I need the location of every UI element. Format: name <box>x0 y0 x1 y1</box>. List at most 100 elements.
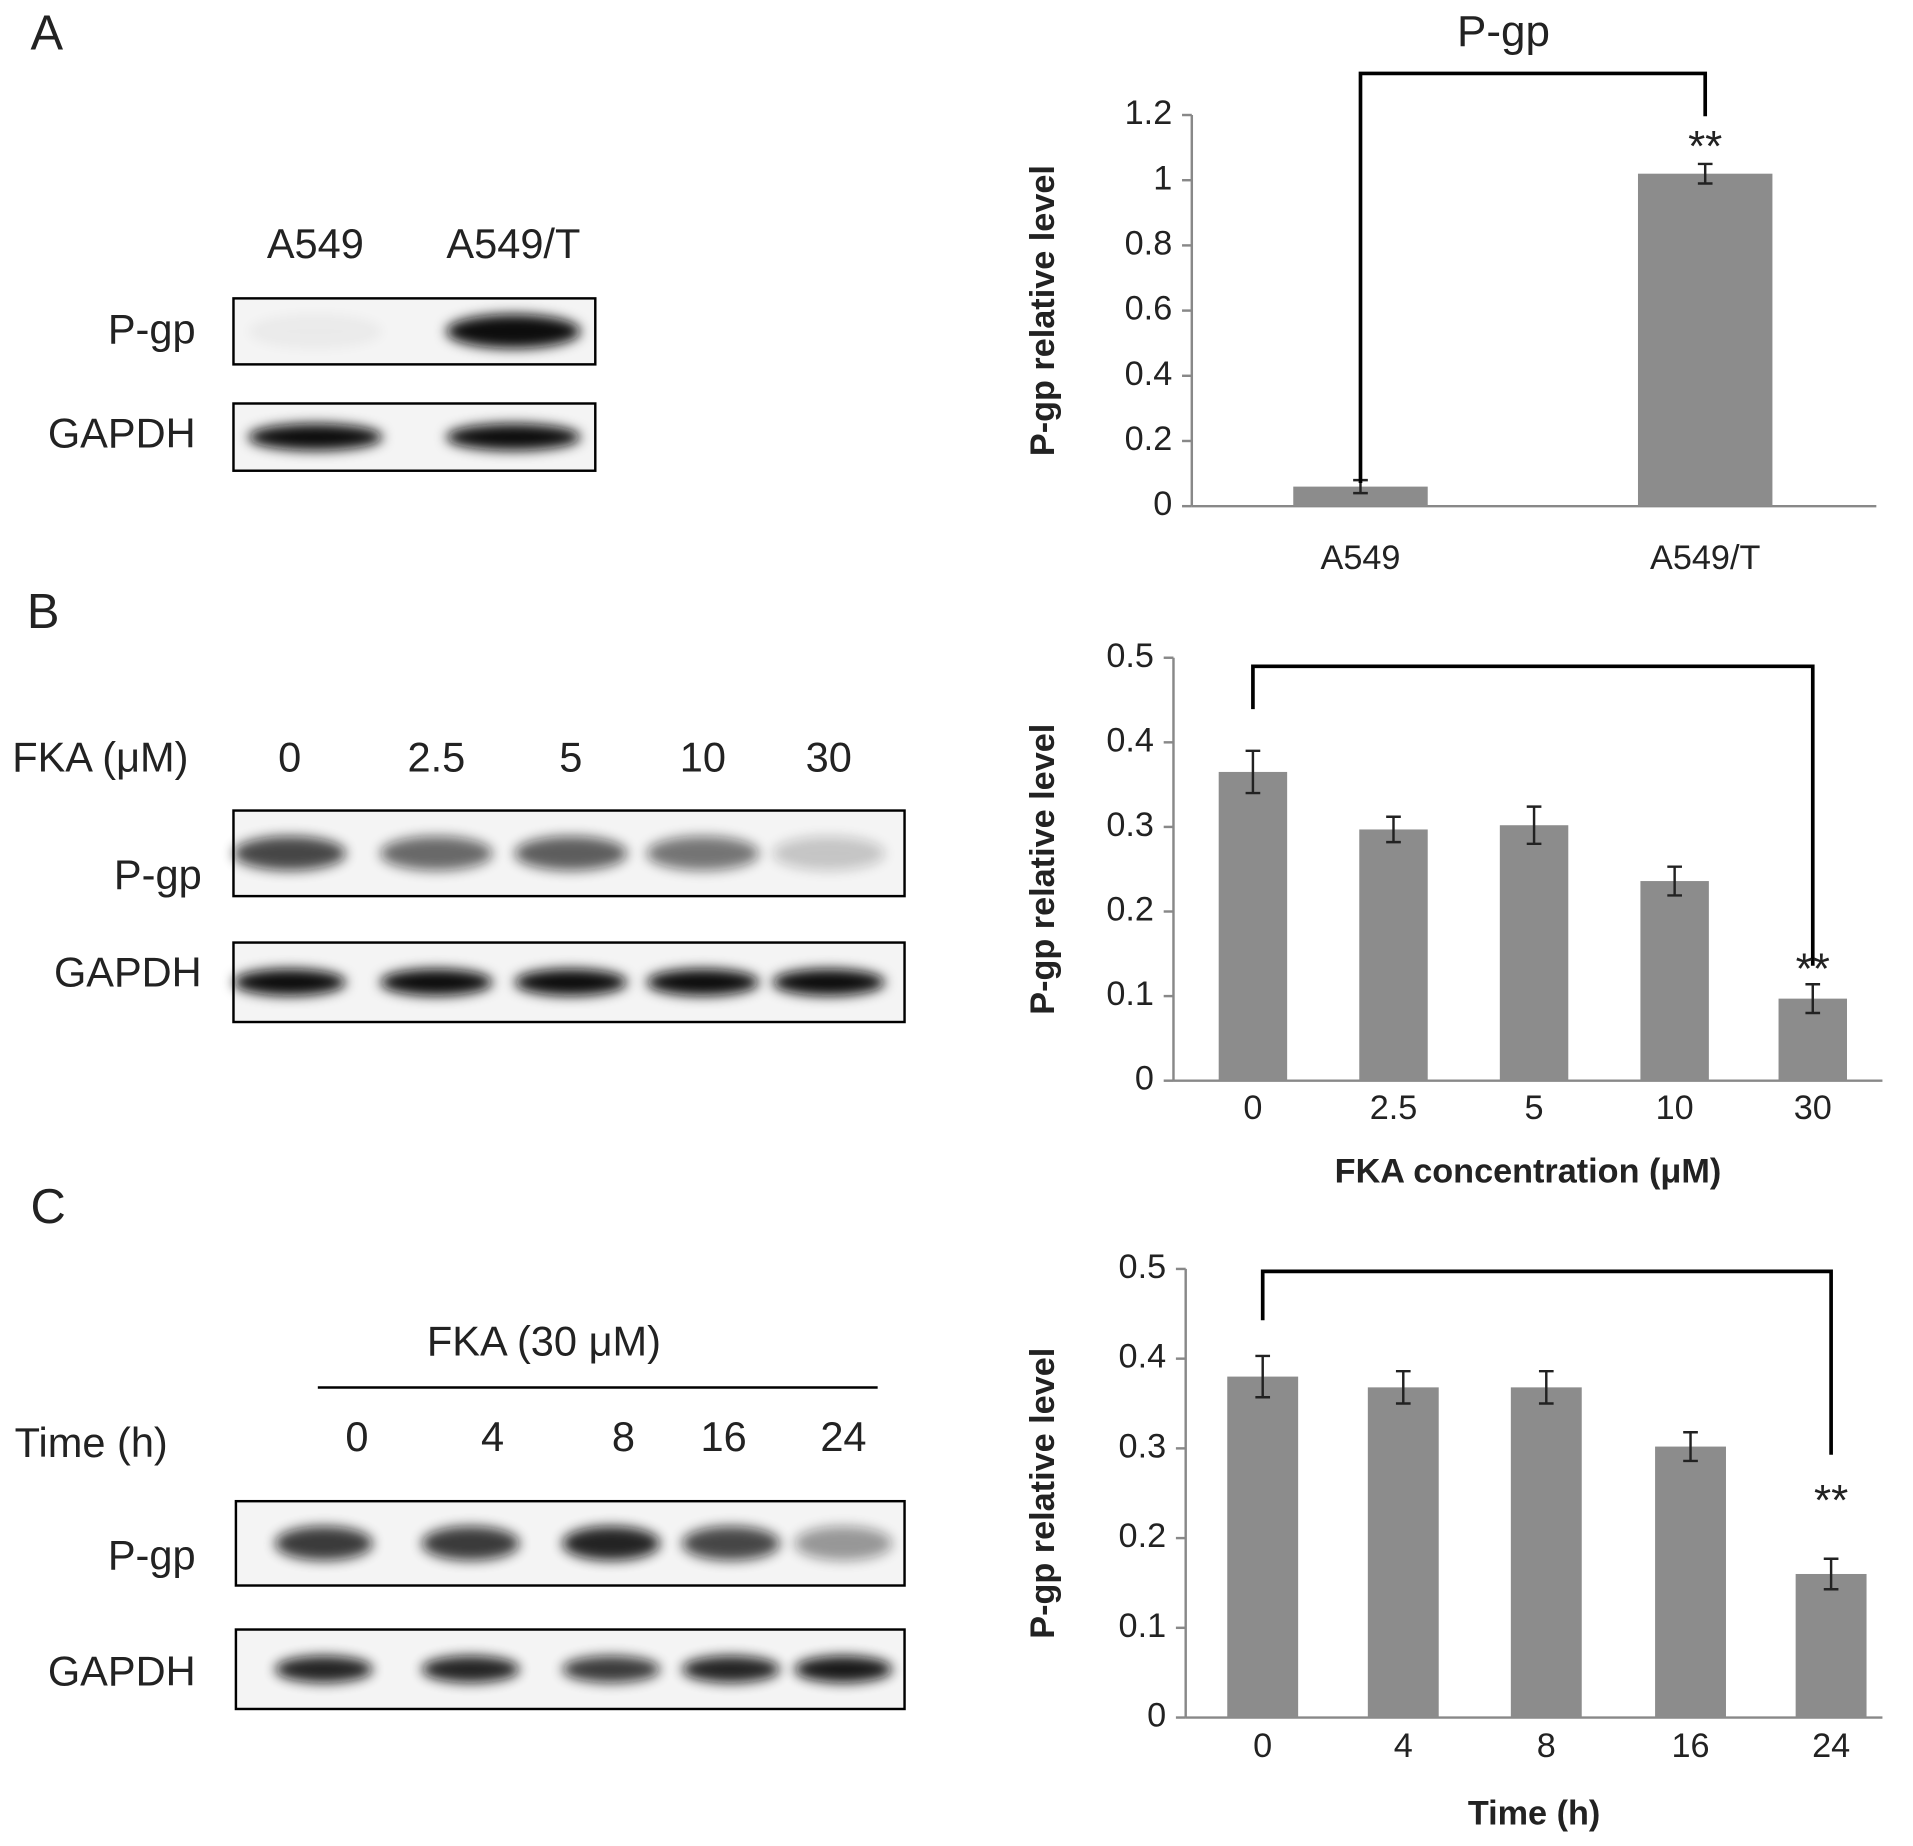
error-bar <box>1395 1369 1411 1405</box>
x-tick-label: 24 <box>1812 1727 1850 1765</box>
blot-band <box>233 836 346 871</box>
panel-label: B <box>27 585 60 639</box>
y-tick-label: 0.4 <box>1119 1338 1167 1376</box>
x-tick-label: 4 <box>1394 1727 1413 1765</box>
lane-label: A549/T <box>446 220 580 267</box>
blot-band <box>275 1526 373 1561</box>
error-bar <box>1667 865 1682 897</box>
error-bar <box>1697 162 1713 185</box>
y-tick-label: 0.2 <box>1119 1517 1167 1555</box>
blot-band <box>275 1655 373 1683</box>
y-tick-label: 0.2 <box>1125 420 1173 458</box>
y-tick-label: 0.5 <box>1106 637 1154 675</box>
error-bar <box>1255 1354 1271 1399</box>
x-tick-label: 5 <box>1525 1089 1544 1127</box>
chart-title: P-gp <box>1457 7 1550 56</box>
y-tick-label: 0.3 <box>1119 1427 1167 1465</box>
x-tick-label: 0 <box>1243 1089 1262 1127</box>
significance-bracket <box>1260 1269 1833 1455</box>
significance-bracket <box>1358 71 1708 483</box>
row-label: GAPDH <box>54 949 202 996</box>
blot-band <box>446 314 581 349</box>
row-label: GAPDH <box>48 409 196 456</box>
blot-band <box>646 968 760 996</box>
lane-label: 0 <box>278 733 301 780</box>
y-tick-label: 0.2 <box>1106 891 1154 929</box>
y-tick-label: 0.3 <box>1106 806 1154 844</box>
bar <box>1293 486 1428 507</box>
bar <box>1795 1573 1867 1718</box>
blot-band <box>646 836 760 871</box>
lane-label: 2.5 <box>408 733 466 780</box>
y-tick-label: 0.4 <box>1106 721 1154 759</box>
blot-band <box>562 1655 661 1683</box>
error-bar <box>1386 815 1401 844</box>
lane-label: 24 <box>820 1413 866 1460</box>
error-bar <box>1526 805 1542 846</box>
bar <box>1359 829 1428 1081</box>
lane-label: 0 <box>345 1413 368 1460</box>
significance-label: ** <box>1796 945 1830 994</box>
blot-band <box>446 423 581 451</box>
x-tick-label: 2.5 <box>1370 1089 1418 1127</box>
x-tick-label: 0 <box>1253 1727 1272 1765</box>
lane-header: FKA (μM) <box>12 733 188 780</box>
error-bar <box>1823 1557 1839 1591</box>
blot-band <box>233 968 346 996</box>
blot-band <box>562 1526 661 1561</box>
bar <box>1640 881 1709 1081</box>
significance-label: ** <box>1814 1476 1848 1525</box>
treatment-label: FKA (30 μM) <box>427 1318 661 1365</box>
error-bar <box>1683 1431 1698 1463</box>
x-axis-label: FKA concentration (μM) <box>1335 1153 1722 1191</box>
bar <box>1367 1387 1439 1718</box>
y-axis-label: P-gp relative level <box>1024 1348 1062 1639</box>
error-bar <box>1245 749 1261 795</box>
lane-label: 5 <box>559 733 582 780</box>
y-tick-label: 1.2 <box>1125 94 1173 132</box>
blot-band <box>794 1526 893 1561</box>
row-label: P-gp <box>108 306 196 353</box>
lane-label: A549 <box>267 220 364 267</box>
y-tick-label: 0.4 <box>1125 355 1173 393</box>
blot-band <box>514 836 628 871</box>
row-label: P-gp <box>108 1532 196 1579</box>
significance-bracket <box>1251 664 1815 966</box>
bar <box>1510 1387 1582 1718</box>
blot-band <box>380 968 493 996</box>
lane-label: 30 <box>806 733 852 780</box>
y-tick-label: 0.1 <box>1119 1607 1167 1645</box>
x-tick-label: 10 <box>1656 1089 1694 1127</box>
lane-label: 10 <box>680 733 726 780</box>
panel-label: C <box>31 1180 66 1234</box>
y-tick-label: 0 <box>1147 1697 1166 1735</box>
y-axis-label: P-gp relative level <box>1024 724 1062 1015</box>
row-label: P-gp <box>114 851 202 898</box>
y-tick-label: 0.1 <box>1106 975 1154 1013</box>
lane-label: 16 <box>701 1413 747 1460</box>
y-tick-label: 0 <box>1153 485 1172 523</box>
bar <box>1227 1376 1299 1718</box>
blot-band <box>682 1526 780 1561</box>
x-tick-label: 8 <box>1537 1727 1556 1765</box>
x-axis-label: Time (h) <box>1468 1794 1600 1832</box>
bar <box>1655 1446 1726 1718</box>
blot-band <box>248 314 383 349</box>
bar <box>1499 825 1569 1081</box>
panel-label: A <box>31 7 64 61</box>
blot-band <box>514 968 628 996</box>
y-tick-label: 1 <box>1153 159 1172 197</box>
y-tick-label: 0 <box>1135 1060 1154 1098</box>
x-tick-label: 30 <box>1794 1089 1832 1127</box>
lane-label: 8 <box>612 1413 635 1460</box>
error-bar <box>1805 983 1821 1015</box>
blot-band <box>421 1655 520 1683</box>
x-tick-label: 16 <box>1671 1727 1709 1765</box>
row-label: GAPDH <box>48 1648 196 1695</box>
blot-band <box>772 836 885 871</box>
y-axis-label: P-gp relative level <box>1024 165 1062 456</box>
blot-band <box>380 836 493 871</box>
blot-band <box>794 1655 893 1683</box>
blot-band <box>248 423 383 451</box>
